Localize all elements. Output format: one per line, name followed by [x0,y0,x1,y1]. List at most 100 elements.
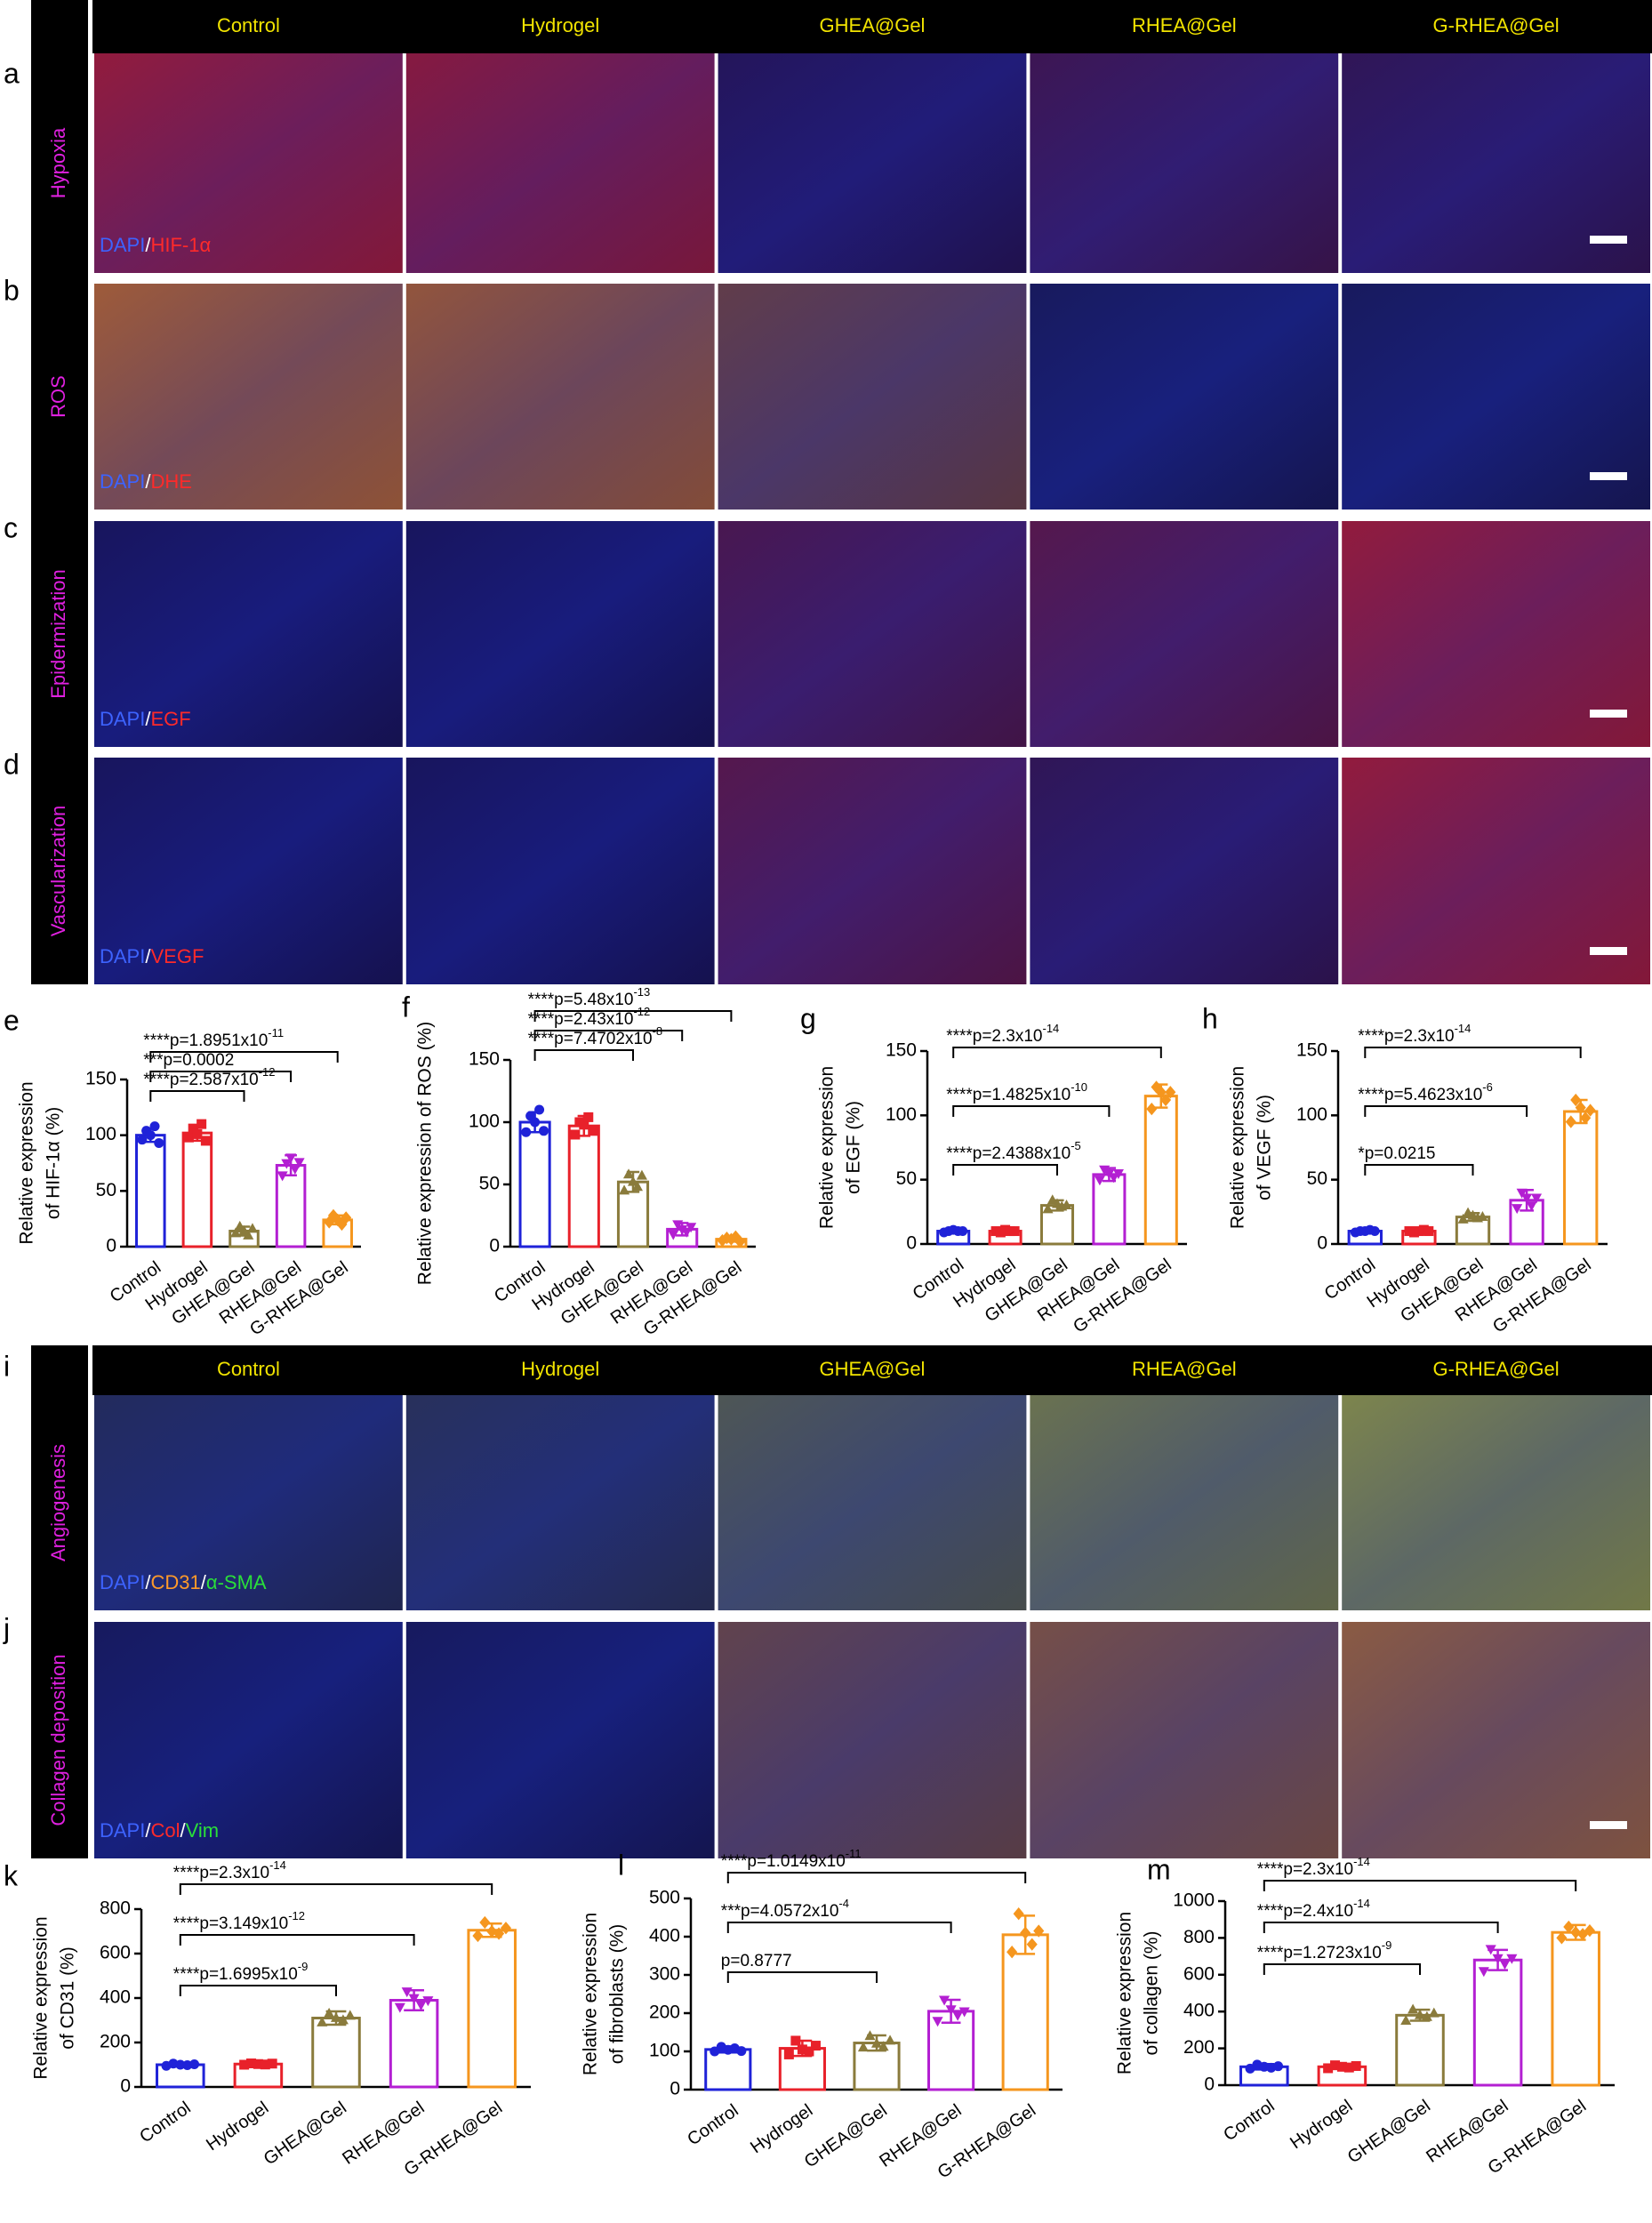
data-point [1499,1959,1511,1970]
data-point [1414,2009,1426,2019]
significance-bracket [726,1922,952,1933]
data-point [317,2016,328,2026]
significance-label: *p=0.0215 [1358,1144,1435,1163]
data-point [864,2030,876,2041]
column-label: Control [217,1358,280,1380]
p-value: ****p=1.6995x10 [173,1965,298,1984]
column-label: Hydrogel [521,1358,599,1380]
significance-bracket [149,1051,339,1063]
x-tick-label: Hydrogel [1287,2096,1356,2153]
p-value: *p=0.0215 [1358,1144,1435,1163]
data-point [1516,1188,1528,1199]
stain-part: DAPI [100,470,145,493]
data-point [1570,1926,1582,1939]
y-tick-label: 100 [1296,1104,1327,1125]
significance-bracket [1263,1922,1499,1933]
data-point [870,2037,883,2048]
row-label-strip [31,0,88,984]
scale-bar [1590,1821,1627,1829]
micrograph [1030,53,1339,273]
data-point [200,1136,211,1146]
data-point [479,1915,491,1930]
micrograph [1030,1622,1339,1858]
bar [311,2017,361,2089]
y-tick-label: 150 [1296,1040,1327,1061]
data-point [534,1104,545,1115]
data-point [570,1129,581,1140]
y-tick-label: 150 [886,1040,917,1061]
micrograph [94,521,403,747]
y-tick-label: 400 [649,1926,680,1946]
scale-bar [1590,236,1627,244]
panel-letter: b [4,274,20,306]
y-axis-label: of VEGF (%) [1255,1095,1275,1200]
y-tick-label: 50 [96,1180,116,1200]
micrograph [94,1395,403,1610]
data-point [196,1119,207,1129]
y-axis-label: Relative expression [581,1913,601,2075]
data-point [1108,1173,1119,1184]
significance-label: ****p=5.48x10-13 [528,985,651,1009]
y-tick-label: 800 [100,1898,131,1919]
p-value: ****p=1.8951x10 [143,1031,268,1050]
data-point [958,2007,970,2018]
scale-bar [1590,710,1627,718]
bar [927,2010,975,2091]
p-value: ****p=1.0149x10 [721,1852,846,1871]
data-point [137,1135,148,1145]
micrograph [405,758,715,984]
significance-bracket [726,1872,1027,1883]
data-point [539,1126,549,1136]
significance-label: p=0.8777 [721,1952,792,1970]
y-tick-label: 0 [106,1236,116,1256]
data-point [668,1230,679,1240]
y-tick-label: 100 [649,2041,680,2061]
data-point [1033,1924,1045,1938]
y-axis-label: Relative expression of ROS (%) [415,1022,436,1285]
significance-bracket [179,1985,337,1996]
significance-label: ****p=2.3x10-14 [1358,1022,1471,1046]
data-point [579,1120,589,1130]
data-point [344,2010,356,2020]
stain-part: DAPI [100,1819,145,1842]
significance-bracket [149,1071,293,1082]
p-exponent: -14 [1353,1855,1370,1868]
data-point [1155,1086,1167,1099]
data-point [277,1171,288,1182]
data-point [243,1229,254,1240]
micrograph [718,53,1027,273]
data-point [622,1168,635,1179]
significance-label: ****p=2.587x10-12 [143,1065,275,1089]
x-tick-label: Hydrogel [203,2098,272,2155]
p-value: ****p=2.4x10 [1257,1902,1353,1921]
data-point [1423,1226,1434,1237]
significance-bracket [533,1049,634,1061]
data-point [327,1208,340,1223]
micrograph [1342,1622,1650,1858]
panel-letter: a [4,57,20,89]
significance-label: ****p=1.8951x10-11 [143,1026,284,1050]
significance-label: ****p=5.4623x10-6 [1358,1080,1493,1104]
data-point [804,2046,814,2057]
row-label: Angiogenesis [47,1444,69,1561]
significance-bracket [149,1090,245,1102]
data-point [1407,2003,1419,2014]
stain-part: HIF-1α [150,234,211,256]
stain-label: DAPI/HIF-1α [100,234,211,256]
micrograph [1342,1395,1650,1610]
data-point [1047,1194,1058,1205]
data-point [246,2058,257,2068]
stain-part: / [145,708,151,730]
p-value: ****p=2.3x10 [1358,1027,1454,1046]
data-point [1477,1211,1488,1222]
data-point [394,2002,405,2013]
data-point [1575,1101,1586,1114]
y-axis-label: of CD31 (%) [58,1946,78,2050]
data-point [1565,1115,1576,1128]
significance-label: ****p=2.43x10-12 [528,1005,651,1029]
data-point [736,2046,747,2057]
x-tick-label: GHEA@Gel [261,2098,350,2169]
x-tick-label: GHEA@Gel [1344,2096,1434,2167]
significance-label: ****p=2.3x10-14 [173,1858,286,1882]
